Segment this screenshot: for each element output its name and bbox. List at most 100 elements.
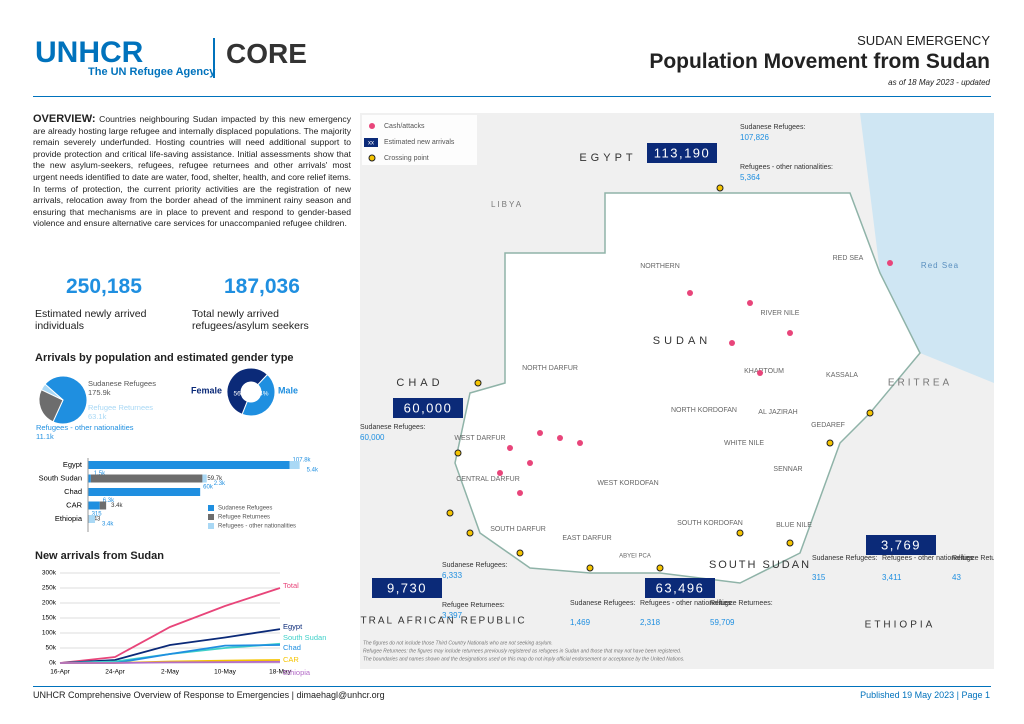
bar-category: Egypt bbox=[63, 460, 83, 469]
callout-value: 107,826 bbox=[740, 133, 769, 142]
legend-label: Refugees - other nationalities bbox=[218, 524, 296, 530]
cash-dot bbox=[757, 370, 763, 376]
logo-sub: The UN Refugee Agency bbox=[88, 66, 216, 78]
callout-total: 9,730 bbox=[387, 580, 427, 595]
map-note: The figures do not include those Third C… bbox=[363, 640, 553, 646]
map-label: SOUTH SUDAN bbox=[709, 559, 811, 571]
map-label: KHARTOUM bbox=[744, 368, 784, 375]
callout-label: Sudanese Refugees: bbox=[570, 600, 635, 607]
legend-swatch bbox=[208, 505, 214, 511]
legend-label: Estimated new arrivals bbox=[384, 139, 455, 146]
callout-box bbox=[647, 143, 717, 163]
map-label: WHITE NILE bbox=[724, 440, 764, 447]
callout-label: Refugee Returnees: bbox=[442, 602, 505, 609]
overview: OVERVIEW: Countries neighbouring Sudan i… bbox=[33, 113, 351, 230]
gender-label: Male bbox=[278, 385, 298, 395]
y-tick-label: 300k bbox=[42, 570, 57, 577]
legend-box bbox=[364, 138, 378, 147]
core-logo: CORE bbox=[226, 38, 307, 69]
bar-category: Chad bbox=[64, 487, 82, 496]
crossing-point bbox=[826, 439, 834, 447]
map-note: Refugee Returnees: the figures may inclu… bbox=[363, 648, 681, 654]
callout-value: 5,364 bbox=[740, 173, 761, 182]
bar-value: 43 bbox=[94, 517, 101, 523]
emergency: SUDAN EMERGENCY bbox=[857, 33, 990, 48]
bar-value: 60k bbox=[203, 485, 214, 491]
pie-slice bbox=[226, 367, 269, 415]
cash-dot bbox=[517, 490, 523, 496]
callout-value: 6,333 bbox=[442, 571, 463, 580]
callout-box bbox=[393, 398, 463, 418]
bar-value: 107.8k bbox=[293, 458, 312, 464]
callout-label: Sudanese Refugees: bbox=[360, 424, 425, 431]
map-label: NORTHERN bbox=[640, 263, 680, 270]
gender-label: Female bbox=[191, 385, 222, 395]
map-label: RED SEA bbox=[833, 255, 864, 262]
callout-value: 60,000 bbox=[360, 433, 385, 442]
header-rule bbox=[33, 96, 991, 97]
callout-value: 59,709 bbox=[710, 618, 735, 627]
map-label: CHAD bbox=[396, 377, 443, 389]
cash-dot bbox=[527, 460, 533, 466]
map-label: EAST DARFUR bbox=[562, 535, 611, 542]
legend-dot bbox=[368, 154, 376, 162]
y-tick-label: 250k bbox=[42, 585, 57, 592]
bar bbox=[88, 501, 100, 510]
callout-box bbox=[372, 578, 442, 598]
callout-label: Refugees - other nationalities: bbox=[640, 600, 733, 607]
bar bbox=[90, 474, 203, 483]
callout-box bbox=[645, 578, 715, 598]
crossing-point bbox=[466, 529, 474, 537]
legend-label: Sudanese Refugees bbox=[218, 506, 272, 512]
cash-dot bbox=[577, 440, 583, 446]
cash-dot bbox=[687, 290, 693, 296]
map-label: SUDAN bbox=[653, 335, 712, 347]
bar-value: 3.4k bbox=[111, 503, 123, 509]
line bbox=[59, 587, 281, 664]
crossing-point bbox=[716, 184, 724, 192]
stat-value: 187,036 bbox=[224, 275, 300, 298]
cash-dot bbox=[507, 445, 513, 451]
bar-category: CAR bbox=[66, 500, 82, 509]
pie-value: 63.1k bbox=[88, 412, 107, 421]
pie-value: 11.1k bbox=[36, 432, 54, 441]
bar bbox=[289, 461, 300, 469]
line bbox=[59, 628, 281, 664]
callout-label: Refugees - other nationalities: bbox=[882, 555, 975, 562]
bar-value: 6.3k bbox=[103, 498, 115, 504]
divider bbox=[213, 38, 215, 78]
legend-swatch bbox=[208, 514, 214, 520]
crossing-point bbox=[454, 449, 462, 457]
gender-value: 56% bbox=[233, 391, 246, 398]
y-tick-label: 200k bbox=[42, 600, 57, 607]
gender-value: 44% bbox=[255, 391, 268, 398]
cash-dot bbox=[537, 430, 543, 436]
pie-slice bbox=[38, 389, 64, 423]
map-label: CENTRAL DARFUR bbox=[456, 476, 520, 483]
y-tick-label: 150k bbox=[42, 615, 57, 622]
callout-value: 43 bbox=[952, 573, 961, 582]
sudan-shape bbox=[454, 192, 921, 584]
map-label: WEST KORDOFAN bbox=[597, 480, 658, 487]
crossing-point bbox=[516, 549, 524, 557]
bar bbox=[88, 488, 201, 496]
callout-value: 315 bbox=[812, 573, 826, 582]
cash-dot bbox=[787, 330, 793, 336]
legend-swatch bbox=[208, 523, 214, 529]
date: as of 18 May 2023 - updated bbox=[888, 78, 990, 87]
map-label: NORTH KORDOFAN bbox=[671, 407, 737, 414]
cash-dot bbox=[747, 300, 753, 306]
crossing-point bbox=[446, 509, 454, 517]
map-label: NORTH DARFUR bbox=[522, 365, 578, 372]
map-label: ETHIOPIA bbox=[865, 620, 936, 631]
line bbox=[60, 660, 281, 664]
callout-total: 113,190 bbox=[654, 145, 711, 160]
pie-slice bbox=[241, 373, 276, 417]
map-label: KASSALA bbox=[826, 372, 858, 379]
map-note: The boundaries and names shown and the d… bbox=[363, 656, 685, 662]
x-tick-label: 10-May bbox=[214, 669, 236, 676]
x-tick-label: 24-Apr bbox=[105, 669, 125, 676]
crossing-point bbox=[866, 409, 874, 417]
